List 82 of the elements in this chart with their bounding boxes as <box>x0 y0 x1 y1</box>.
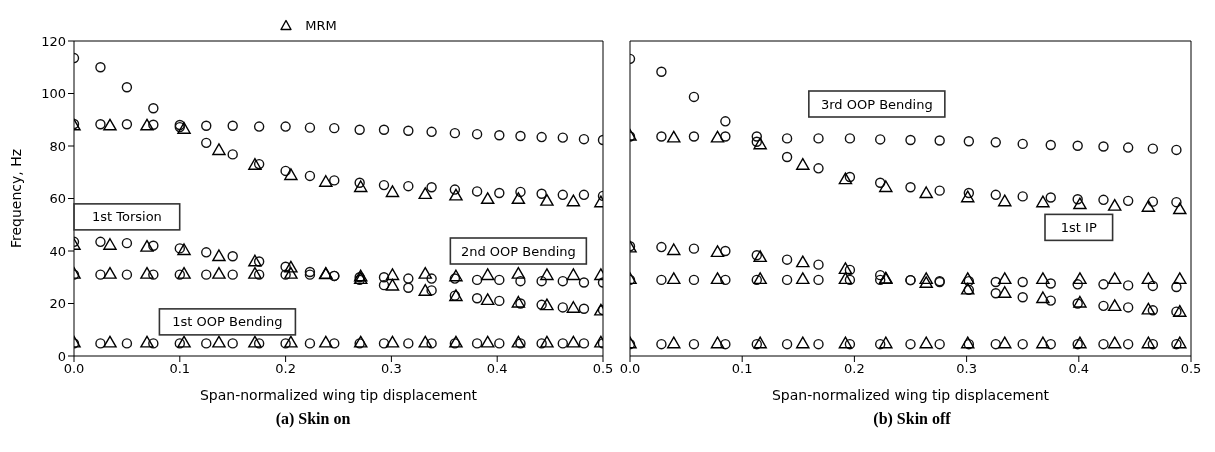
point <box>919 336 933 349</box>
point <box>1173 202 1187 215</box>
point <box>1036 195 1050 208</box>
x-tick-label: 0.2 <box>844 361 865 377</box>
point <box>710 336 725 349</box>
x-tick-label: 0.5 <box>592 361 614 377</box>
point <box>796 336 810 349</box>
x-tick-label: 0.0 <box>619 361 641 377</box>
point <box>753 137 767 150</box>
point <box>1036 336 1050 349</box>
y-tick-label: 60 <box>49 191 66 207</box>
y-axis-title: Frequency, Hz <box>7 148 24 249</box>
point <box>666 272 681 285</box>
text: (a) Skin on <box>275 410 351 428</box>
annotation: 1st Torsion <box>91 209 162 225</box>
point <box>1173 336 1187 349</box>
point <box>1141 199 1156 212</box>
point <box>838 336 853 349</box>
text: (b) Skin off <box>873 410 951 428</box>
point <box>879 336 893 349</box>
point <box>1073 272 1087 285</box>
point <box>1173 304 1187 317</box>
annotation: 1st OOP Bending <box>172 314 283 330</box>
point <box>710 245 725 258</box>
point <box>1173 272 1187 285</box>
point <box>666 130 681 143</box>
x-tick-label: 0.0 <box>63 361 85 377</box>
point <box>919 276 933 289</box>
x-axis-title: Span-normalized wing tip displacement <box>199 387 478 403</box>
point <box>1073 295 1087 308</box>
point <box>997 194 1012 207</box>
point <box>1141 336 1156 349</box>
point <box>838 262 853 275</box>
x-tick-label: 0.2 <box>275 361 296 377</box>
point <box>1036 272 1050 285</box>
point <box>1107 336 1122 349</box>
annotation: 3rd OOP Bending <box>820 96 933 112</box>
point <box>1036 291 1050 304</box>
point <box>1107 299 1122 312</box>
point <box>838 172 853 185</box>
x-axis-title: Span-normalized wing tip displacement <box>771 387 1050 403</box>
point <box>796 272 810 285</box>
y-tick-label: 120 <box>41 33 66 49</box>
point <box>960 272 975 285</box>
point <box>753 250 767 263</box>
point <box>1141 272 1156 285</box>
x-tick-label: 0.3 <box>956 361 977 377</box>
point <box>960 190 975 203</box>
point <box>1073 336 1087 349</box>
point <box>919 272 933 285</box>
x-tick-label: 0.4 <box>1068 361 1090 377</box>
point <box>753 272 767 285</box>
y-tick-label: 20 <box>49 296 66 312</box>
point <box>997 336 1012 349</box>
x-tick-label: 0.5 <box>1180 361 1202 377</box>
y-tick-label: 80 <box>49 138 66 154</box>
point <box>796 255 810 268</box>
point <box>1073 197 1087 210</box>
legend-label: MRM <box>305 17 337 33</box>
point <box>710 130 725 143</box>
point <box>1107 198 1122 211</box>
point <box>838 272 853 285</box>
y-tick-label: 100 <box>41 86 66 102</box>
point <box>710 272 725 285</box>
point <box>753 336 767 349</box>
point <box>879 180 893 193</box>
point <box>796 157 810 170</box>
point <box>1107 272 1122 285</box>
point <box>666 336 681 349</box>
point <box>997 272 1012 285</box>
point <box>666 243 681 256</box>
point <box>1141 302 1156 315</box>
x-tick-label: 0.1 <box>169 361 191 377</box>
x-tick-label: 0.1 <box>731 361 753 377</box>
annotation: 2nd OOP Bending <box>460 243 576 259</box>
x-tick-label: 0.3 <box>381 361 402 377</box>
y-tick-label: 40 <box>49 243 66 259</box>
point <box>997 286 1012 298</box>
point <box>919 186 933 199</box>
x-tick-label: 0.4 <box>486 361 508 377</box>
y-tick-label: 0 <box>57 348 66 364</box>
annotation: 1st IP <box>1060 219 1097 235</box>
